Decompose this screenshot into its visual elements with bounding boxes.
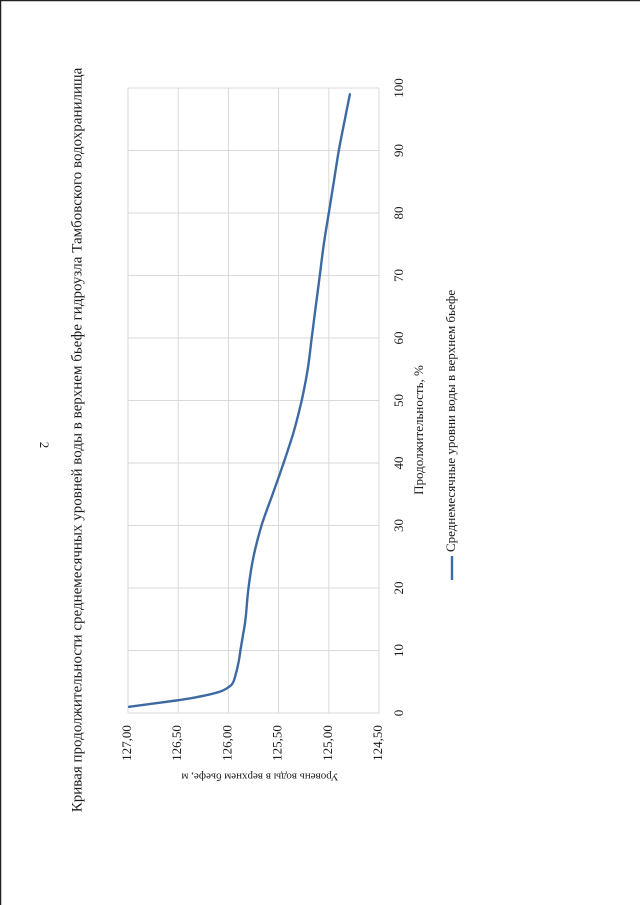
x-tick-label: 10 [391, 644, 406, 657]
y-tick-label: 126,50 [169, 725, 184, 761]
x-tick-label: 40 [391, 457, 406, 470]
x-tick-label: 80 [391, 207, 406, 220]
y-tick-label: 124,50 [370, 725, 385, 761]
y-tick-label: 125,50 [270, 725, 285, 761]
x-tick-label: 50 [391, 394, 406, 407]
grid-lines [127, 87, 380, 714]
x-tick-label: 60 [391, 332, 406, 345]
x-tick-label: 100 [391, 78, 406, 98]
x-tick-label: 90 [391, 144, 406, 157]
y-tick-label: 126,00 [219, 725, 234, 761]
chart-title: Кривая продолжительности среднемесячных … [69, 67, 85, 812]
x-axis-label: Продолжительность, % [411, 365, 426, 495]
x-tick-label: 20 [391, 582, 406, 595]
y-tick-label: 127,00 [119, 725, 134, 761]
legend: Среднемесячные уровни воды в верхнем бье… [443, 290, 458, 580]
y-tick-labels: 127,00 126,50 126,00 125,50 125,00 124,50 [119, 725, 385, 761]
y-axis-label: Уровень воды в верхнем бьефе, м [181, 770, 338, 782]
legend-label: Среднемесячные уровни воды в верхнем бье… [443, 290, 458, 552]
x-tick-label: 30 [391, 519, 406, 532]
x-tick-label: 0 [391, 710, 406, 717]
x-tick-labels: 0 10 20 30 40 50 60 70 80 90 100 [391, 78, 406, 716]
series-line [127, 93, 352, 708]
y-tick-label: 125,00 [320, 725, 335, 761]
x-tick-label: 70 [391, 269, 406, 282]
